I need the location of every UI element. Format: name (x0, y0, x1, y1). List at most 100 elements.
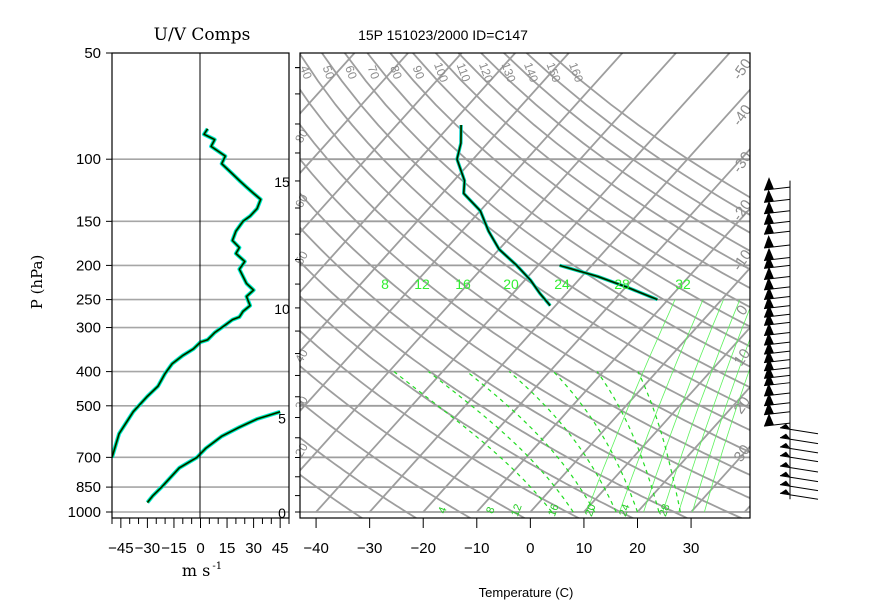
uv-x-axis: −45 −30 −15 0 15 30 45 (108, 518, 290, 557)
mixing-ratio-label: 16 (455, 276, 471, 292)
chart-title: 15P 151023/2000 ID=C147 (358, 27, 528, 43)
temperature-axis-label: Temperature (C) (479, 585, 574, 600)
wind-barb-flag (764, 349, 774, 363)
isotherm (300, 53, 570, 353)
left-edge-label: 80 (292, 126, 311, 145)
skewt-background-lines (0, 53, 750, 518)
pressure-tick-label: 200 (76, 257, 101, 274)
wind-barb-flag (780, 480, 790, 486)
moist-adiabat (393, 371, 553, 513)
isotherm (315, 53, 731, 513)
dry-adiabat (389, 53, 750, 328)
dry-adiabat-label: 80 (387, 64, 405, 82)
temperature-tick-label: −30 (357, 540, 382, 557)
isotherm (368, 88, 750, 513)
wind-barb-flag (780, 461, 790, 467)
moist-adiabat (553, 371, 639, 513)
dry-adiabat (300, 295, 635, 518)
left-edge-label: 30 (292, 393, 311, 412)
moist-adiabat-label: 28 (657, 503, 672, 519)
temperature-axis: −40 −30 −20 −10 0 10 20 30 (303, 518, 699, 557)
dry-adiabat (300, 157, 750, 476)
uv-x-tick-label: 30 (245, 540, 262, 557)
isotherm (300, 53, 624, 413)
moist-adiabat-label: 16 (546, 503, 561, 519)
dry-adiabat-label: 50 (320, 64, 338, 82)
pressure-axis: 50 100 150 200 250 300 400 500 700 850 1000 (68, 45, 112, 521)
wind-barb-flag (764, 304, 774, 318)
dry-adiabat-label: 140 (521, 61, 541, 85)
isotherm (583, 326, 750, 513)
isotherm-label: -30 (729, 149, 755, 177)
dry-adiabat (412, 53, 750, 309)
wind-barb (779, 446, 819, 454)
temperature-tick-label: 0 (526, 540, 534, 557)
isotherm-label: -10 (729, 247, 755, 275)
mixing-ratio-label: 8 (381, 276, 389, 292)
pressure-tick-label: 400 (76, 364, 101, 381)
dry-adiabat (300, 53, 750, 410)
wind-barb-flag (780, 423, 790, 429)
dry-adiabat-label: 120 (476, 61, 496, 85)
temperature-tick-label: −40 (303, 540, 328, 557)
dry-adiabat (321, 53, 750, 389)
dry-adiabat-label: 150 (544, 61, 564, 85)
moist-adiabat (466, 371, 596, 513)
pressure-tick-label: 150 (76, 213, 101, 230)
uv-x-tick-label: 45 (272, 540, 289, 557)
temperature-tick-label: 10 (576, 540, 593, 557)
isotherm-label: 0 (733, 302, 752, 319)
wind-barb-flag (764, 200, 774, 214)
dry-adiabat-label: 110 (454, 61, 474, 84)
wind-barb (779, 455, 819, 463)
mixing-ratio-line (692, 337, 750, 513)
moist-adiabat-label: 12 (509, 503, 524, 519)
dry-adiabat (300, 226, 744, 518)
pressure-tick-label: 850 (76, 479, 101, 496)
pressure-axis-label: P (hPa) (28, 255, 46, 310)
wind-barb-flag (764, 247, 774, 261)
mixing-ratio-label: 24 (554, 276, 570, 292)
wind-barb-flag (780, 433, 790, 439)
mixing-ratio-label: 20 (503, 276, 519, 292)
isotherm (529, 266, 750, 513)
moist-adiabat-label: 24 (617, 503, 632, 519)
wind-barb (779, 475, 819, 483)
isotherm (0, 53, 140, 512)
temperature-profile (456, 124, 551, 306)
dry-adiabat-label: 90 (410, 64, 428, 82)
mixing-ratio-line (678, 306, 750, 513)
isotherm-label: -40 (729, 102, 755, 130)
height-axis: 0 5 10 15 (274, 67, 300, 521)
wind-barb-flag (764, 401, 774, 415)
dry-adiabat (435, 53, 750, 290)
dry-adiabat (300, 400, 472, 518)
wind-barb (779, 484, 819, 492)
dry-adiabat (300, 436, 418, 518)
mixing-ratio-line (643, 299, 724, 513)
isotherm (476, 207, 750, 513)
isotherm-label: 20 (731, 394, 754, 417)
pressure-tick-label: 100 (76, 151, 101, 168)
moist-adiabat (508, 371, 617, 513)
dewpoint-mid (559, 264, 658, 301)
isotherm-label: 30 (731, 442, 754, 465)
dry-adiabat-label: 100 (431, 61, 451, 85)
uv-profile-u (146, 411, 281, 503)
uv-x-tick-label: 0 (196, 540, 204, 557)
dry-adiabat-label: 60 (342, 64, 360, 82)
wind-barb-flag (764, 372, 774, 386)
uv-x-axis-label: m s -1 (182, 561, 222, 580)
wind-barb (779, 437, 819, 445)
wind-barb (779, 427, 819, 435)
wind-barb-flag (764, 332, 774, 346)
pressure-tick-label: 300 (76, 320, 101, 337)
isotherm (636, 385, 750, 513)
dry-adiabat (300, 473, 364, 518)
mixing-ratio-label: 32 (675, 276, 691, 292)
isotherm-label: 10 (731, 346, 754, 369)
wind-barb-flag (764, 383, 774, 397)
uv-profile-v (112, 128, 262, 458)
left-edge-label: 50 (292, 248, 311, 267)
uv-profile-halo-v (112, 127, 263, 458)
